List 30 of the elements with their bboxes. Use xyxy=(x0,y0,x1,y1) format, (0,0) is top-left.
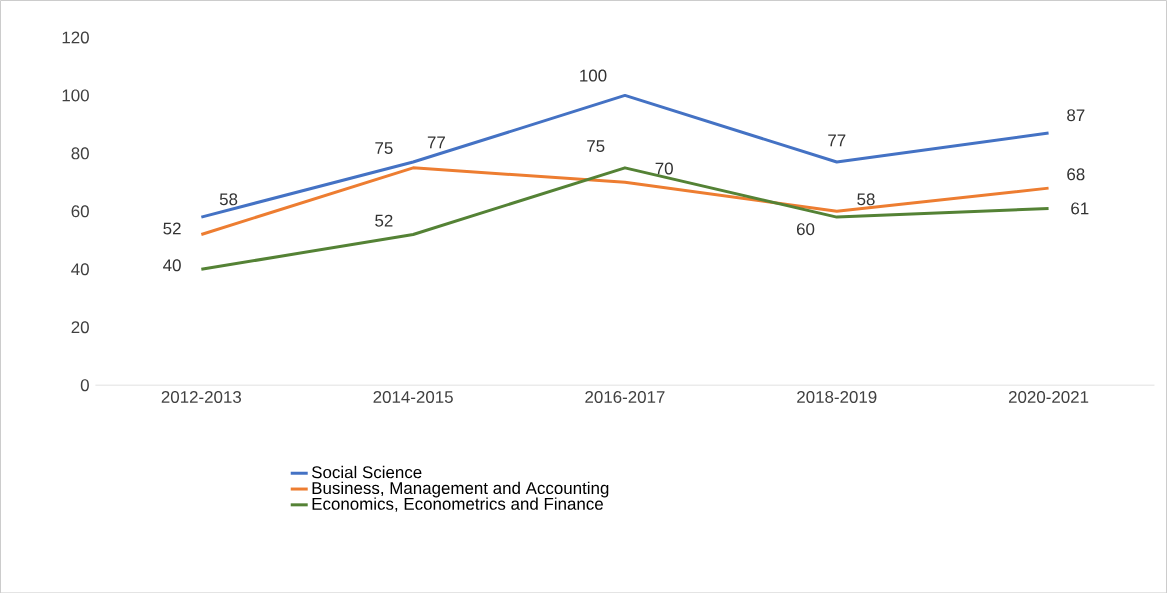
data-label: 77 xyxy=(828,134,846,146)
x-tick-label: 2012-2013 xyxy=(161,390,242,403)
legend-label: Business, Management and Accounting xyxy=(312,481,609,498)
data-label: 75 xyxy=(375,141,393,154)
data-label: 70 xyxy=(655,162,673,175)
legend-label: Economics, Econometrics and Finance xyxy=(312,497,603,512)
data-label: 58 xyxy=(219,193,238,206)
data-label: 100 xyxy=(580,69,607,82)
y-tick-label: 20 xyxy=(71,320,89,333)
data-label: 52 xyxy=(375,214,393,227)
data-label: 68 xyxy=(1067,168,1085,181)
data-label: 58 xyxy=(857,193,875,206)
data-label: 40 xyxy=(163,259,181,272)
y-tick-label: 40 xyxy=(71,263,89,276)
data-label: 75 xyxy=(587,139,605,152)
legend-label: Social Science xyxy=(311,465,422,479)
data-label: 61 xyxy=(1071,202,1089,215)
x-tick-label: 2014-2015 xyxy=(373,390,453,403)
x-tick-label: 2016-2017 xyxy=(585,390,665,403)
y-tick-label: 0 xyxy=(80,378,89,391)
y-tick-label: 120 xyxy=(62,31,89,44)
x-tick-label: 2020-2021 xyxy=(1008,390,1089,403)
data-label: 77 xyxy=(427,136,445,148)
data-label: 87 xyxy=(1067,109,1085,122)
x-tick-label: 2018-2019 xyxy=(797,390,877,403)
y-tick-label: 100 xyxy=(62,89,89,102)
y-tick-label: 60 xyxy=(71,205,89,218)
data-label: 60 xyxy=(796,222,815,235)
y-tick-label: 80 xyxy=(71,147,89,160)
data-label: 52 xyxy=(163,222,181,235)
